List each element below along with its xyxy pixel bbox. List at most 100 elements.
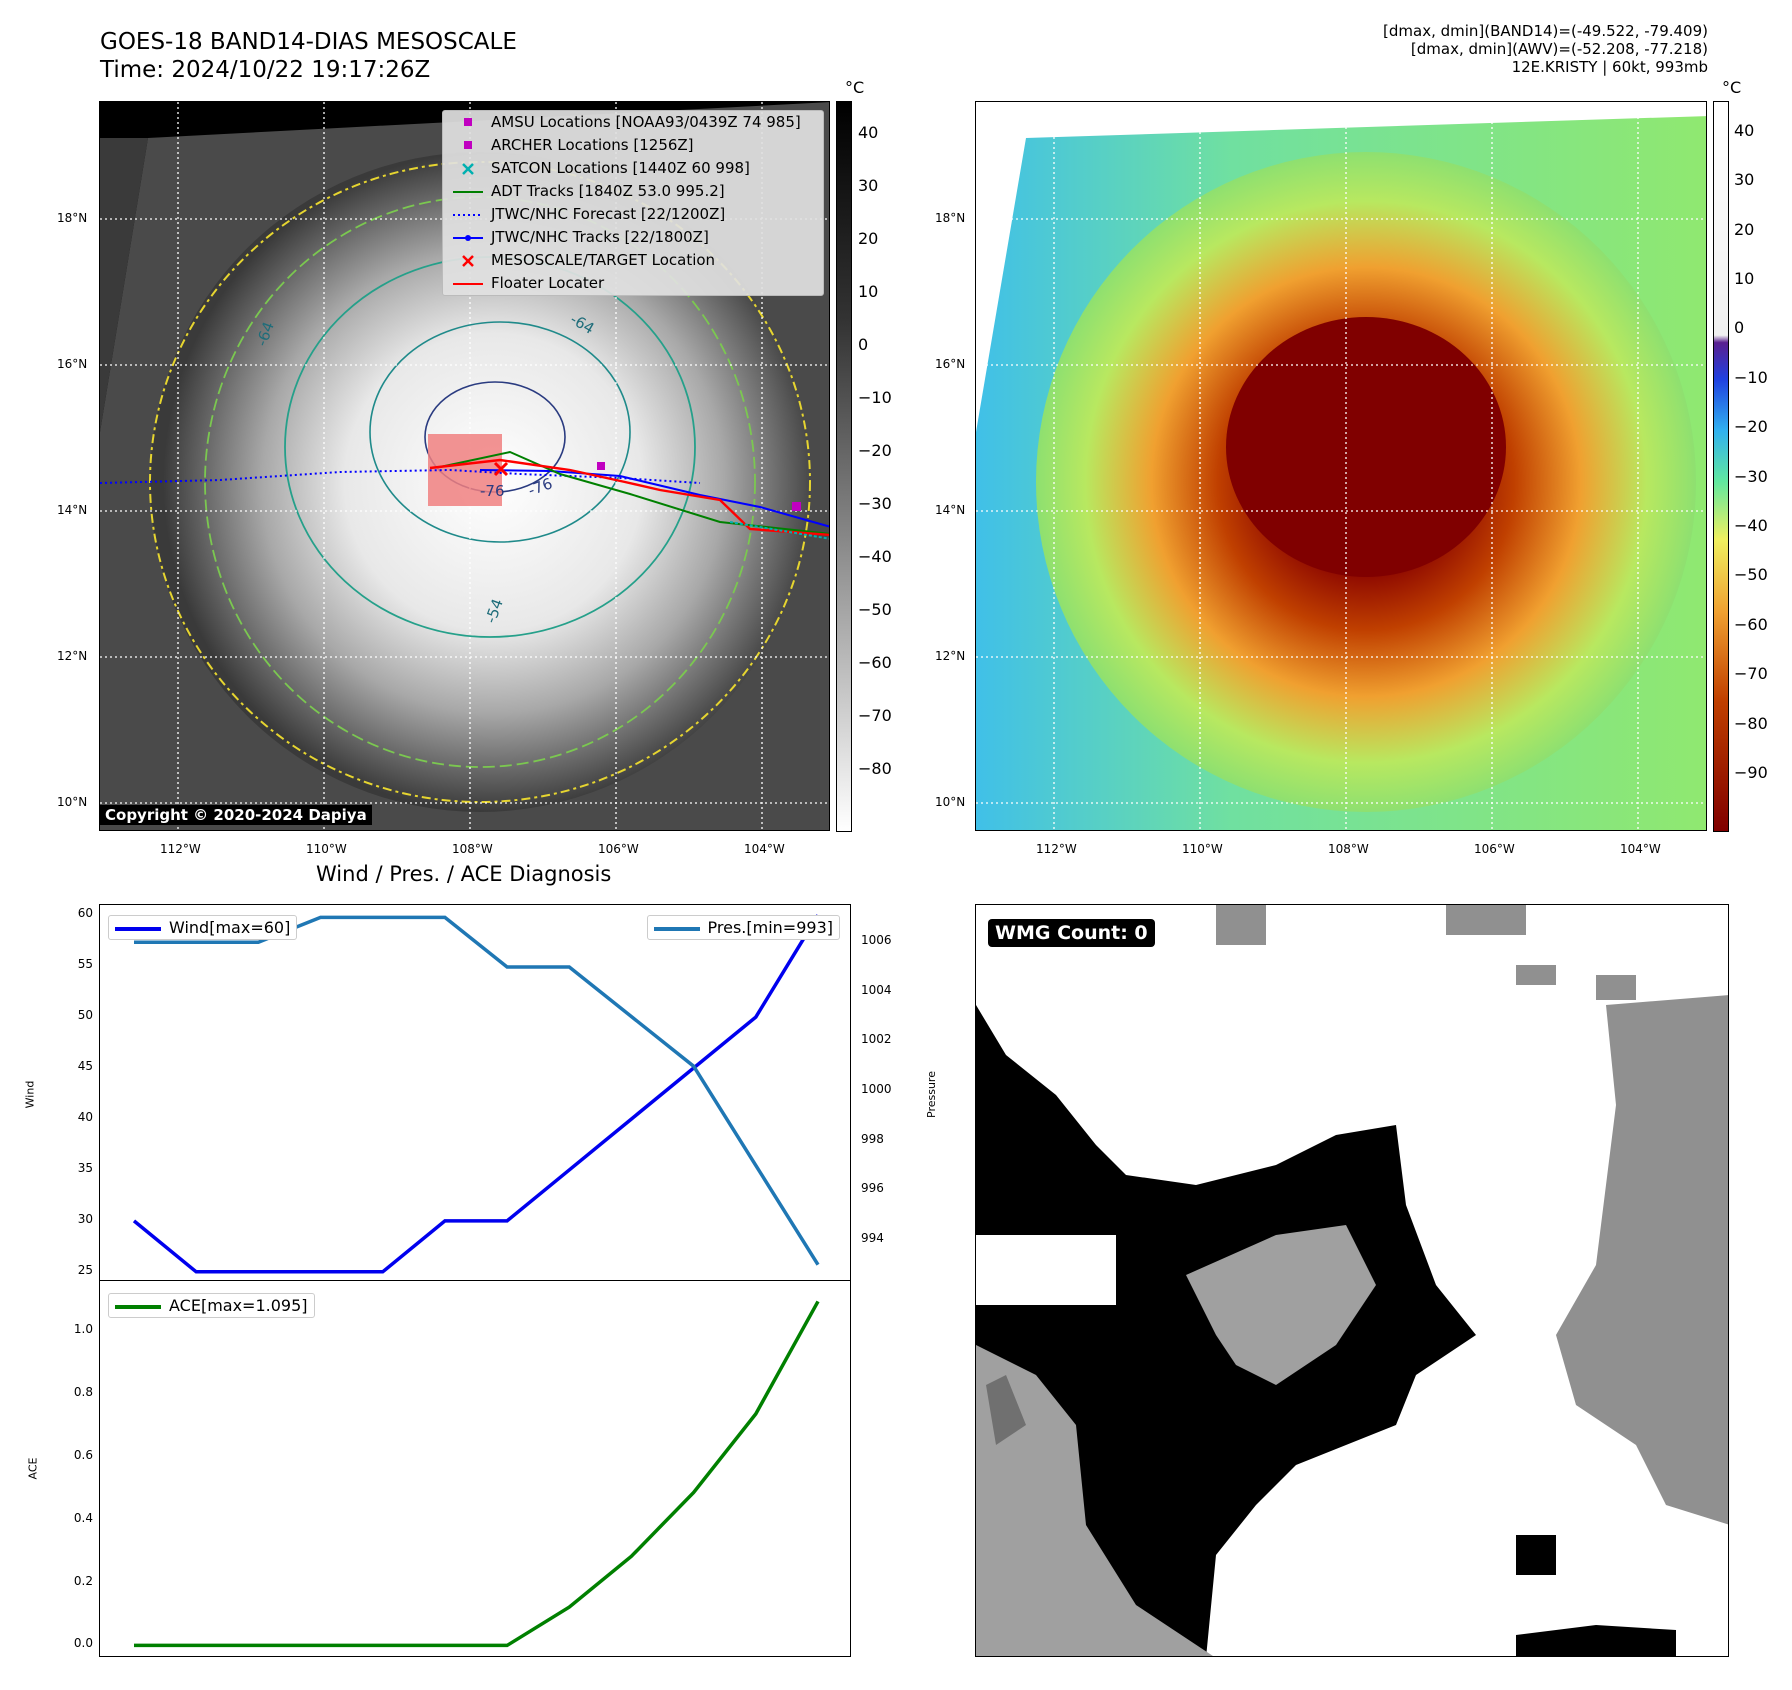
y-tick: 0.6 xyxy=(73,1447,93,1462)
series-line xyxy=(132,914,820,1274)
legend-marker xyxy=(453,134,483,157)
colorbar-tick: −80 xyxy=(858,759,892,779)
wind-swatch xyxy=(115,926,161,931)
colorbar-tick: 0 xyxy=(858,334,869,354)
y-tick: 55 xyxy=(77,957,93,972)
wind-pressure-chart: Wind[max=60] Pres.[min=993] xyxy=(99,904,851,1281)
ace-legend-label: ACE[max=1.095] xyxy=(169,1296,308,1315)
series-line xyxy=(134,1300,820,1648)
legend-marker xyxy=(453,226,483,249)
lat-tick: 14°N xyxy=(57,503,88,517)
legend-item: ARCHER Locations [1256Z] xyxy=(443,134,823,157)
lon-tick: 104°W xyxy=(744,842,785,856)
legend-label: JTWC/NHC Tracks [22/1800Z] xyxy=(491,228,709,246)
lat-tick: 10°N xyxy=(935,795,966,809)
colorbar-tick: −30 xyxy=(858,493,892,513)
lat-tick: 12°N xyxy=(57,649,88,663)
ace-chart: ACE[max=1.095] xyxy=(99,1280,851,1657)
colorbar-tick: −10 xyxy=(1734,367,1768,387)
ir-colorbar xyxy=(836,101,852,832)
colorbar-tick: 10 xyxy=(1734,268,1755,288)
y-tick: 0.0 xyxy=(73,1636,93,1651)
colorbar-unit: °C xyxy=(845,78,865,97)
contour-label: -76 xyxy=(480,482,505,500)
legend-item: AMSU Locations [NOAA93/0439Z 74 985] xyxy=(443,111,823,134)
legend-marker xyxy=(453,111,483,134)
info-line-3: 12E.KRISTY | 60kt, 993mb xyxy=(1511,58,1708,76)
wind-axis-label: Wind xyxy=(23,1080,37,1109)
y-tick: 45 xyxy=(77,1059,93,1074)
legend-label: ADT Tracks [1840Z 53.0 995.2] xyxy=(491,182,725,200)
lon-tick: 108°W xyxy=(452,842,493,856)
colorbar-unit: °C xyxy=(1722,78,1742,97)
colorbar-tick: −20 xyxy=(858,440,892,460)
legend-label: JTWC/NHC Forecast [22/1200Z] xyxy=(491,205,726,223)
figure-title: GOES-18 BAND14-DIAS MESOSCALE Time: 2024… xyxy=(100,28,517,84)
colorbar-tick: 20 xyxy=(858,228,879,248)
wmg-image xyxy=(976,905,1728,1656)
lat-tick: 18°N xyxy=(57,211,88,225)
lat-tick: 16°N xyxy=(935,357,966,371)
wmg-count-label: WMG Count: 0 xyxy=(988,919,1155,947)
legend-marker xyxy=(453,272,483,295)
wmg-panel: WMG Count: 0 xyxy=(975,904,1729,1657)
target-marker xyxy=(493,461,509,477)
legend-marker xyxy=(453,180,483,203)
y-tick-right: 1000 xyxy=(861,1082,892,1097)
info-line-1: [dmax, dmin](BAND14)=(-49.522, -79.409) xyxy=(1383,22,1708,40)
y-tick: 1.0 xyxy=(73,1322,93,1337)
colorbar-tick: −40 xyxy=(1734,516,1768,536)
y-tick: 25 xyxy=(77,1262,93,1277)
legend-label: AMSU Locations [NOAA93/0439Z 74 985] xyxy=(491,113,801,131)
lat-tick: 12°N xyxy=(935,649,966,663)
wind-legend: Wind[max=60] xyxy=(108,915,298,940)
y-tick-right: 996 xyxy=(861,1181,884,1196)
legend-label: Floater Locater xyxy=(491,274,605,292)
legend-marker xyxy=(453,249,483,272)
legend-item: JTWC/NHC Forecast [22/1200Z] xyxy=(443,203,823,226)
pressure-legend-label: Pres.[min=993] xyxy=(707,918,833,937)
colorbar-tick: −30 xyxy=(1734,466,1768,486)
legend-item: Floater Locater xyxy=(443,272,823,295)
title-line-1: GOES-18 BAND14-DIAS MESOSCALE xyxy=(100,29,517,55)
colorbar-tick: −40 xyxy=(858,546,892,566)
pressure-legend: Pres.[min=993] xyxy=(646,915,840,940)
awv-map-image xyxy=(976,102,1706,830)
observed-track xyxy=(479,469,829,528)
legend-item: JTWC/NHC Tracks [22/1800Z] xyxy=(443,226,823,249)
colorbar-tick: −60 xyxy=(1734,614,1768,634)
y-tick-right: 998 xyxy=(861,1131,884,1146)
y-tick: 50 xyxy=(77,1008,93,1023)
lon-tick: 110°W xyxy=(306,842,347,856)
colorbar-tick: 30 xyxy=(1734,170,1755,190)
lon-tick: 104°W xyxy=(1620,842,1661,856)
y-tick-right: 1002 xyxy=(861,1032,892,1047)
ace-swatch xyxy=(115,1304,161,1309)
awv-map-panel xyxy=(975,101,1707,831)
y-tick: 0.4 xyxy=(73,1510,93,1525)
diagnosis-title: Wind / Pres. / ACE Diagnosis xyxy=(316,862,612,886)
lon-tick: 106°W xyxy=(1474,842,1515,856)
copyright-label: Copyright © 2020-2024 Dapiya xyxy=(100,805,372,825)
legend-item: MESOSCALE/TARGET Location xyxy=(443,249,823,272)
forecast-track xyxy=(100,468,701,484)
y-tick: 0.8 xyxy=(73,1385,93,1400)
colorbar-tick: 20 xyxy=(1734,219,1755,239)
colorbar-tick: −80 xyxy=(1734,713,1768,733)
legend-marker xyxy=(453,157,483,180)
pressure-swatch xyxy=(653,926,700,931)
series-line xyxy=(134,915,820,1266)
colorbar-tick: −10 xyxy=(858,387,892,407)
legend-item: SATCON Locations [1440Z 60 998] xyxy=(443,157,823,180)
legend-label: SATCON Locations [1440Z 60 998] xyxy=(491,159,750,177)
y-tick-right: 994 xyxy=(861,1230,884,1245)
colorbar-tick: 40 xyxy=(858,122,879,142)
info-line-2: [dmax, dmin](AWV)=(-52.208, -77.218) xyxy=(1410,40,1708,58)
lat-tick: 16°N xyxy=(57,357,88,371)
colorbar-tick: −70 xyxy=(858,706,892,725)
lon-tick: 110°W xyxy=(1182,842,1223,856)
colorbar-tick: −20 xyxy=(1734,417,1768,437)
wind-legend-label: Wind[max=60] xyxy=(169,918,291,937)
legend-label: ARCHER Locations [1256Z] xyxy=(491,136,694,154)
legend-item: ADT Tracks [1840Z 53.0 995.2] xyxy=(443,180,823,203)
